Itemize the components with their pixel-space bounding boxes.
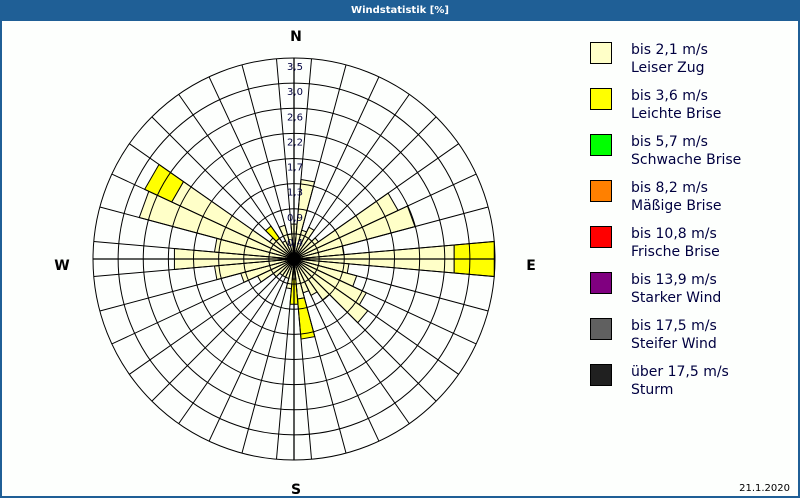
grid-spoke — [178, 94, 295, 260]
legend-label: Steifer Wind — [631, 336, 717, 352]
grid-spoke — [293, 116, 437, 260]
grid-spoke — [293, 258, 410, 424]
grid-spoke — [293, 258, 437, 402]
legend-swatch — [590, 226, 612, 248]
radial-tick-label: 0,9 — [287, 213, 303, 224]
radial-tick-label: 3,5 — [287, 62, 303, 73]
grid-spoke — [293, 258, 477, 345]
grid-spoke — [293, 258, 495, 278]
legend-item: bis 13,9 m/s Starker Wind — [588, 270, 788, 316]
legend-speed: bis 17,5 m/s — [631, 318, 717, 334]
wind-rose-chart: 0,4 0,9 1,3 1,7 2,2 2,6 3,0 3,5 N E S W — [54, 29, 536, 498]
legend-item: bis 8,2 m/s Mäßige Brise — [588, 178, 788, 224]
grid-spoke — [293, 173, 477, 260]
legend-swatch — [590, 88, 612, 110]
grid-spoke — [151, 258, 295, 402]
grid-spoke — [129, 143, 295, 260]
grid-spoke — [275, 258, 295, 460]
grid-spoke — [293, 143, 459, 260]
grid-spoke — [208, 258, 295, 442]
radial-tick-label: 2,2 — [287, 137, 303, 148]
compass-south: S — [291, 482, 301, 498]
legend-label: Sturm — [631, 382, 674, 398]
grid-spoke — [241, 258, 295, 454]
grid-spoke — [93, 240, 295, 260]
compass-north: N — [290, 29, 302, 45]
grid-spoke — [293, 206, 489, 260]
legend-item: bis 3,6 m/s Leichte Brise — [588, 86, 788, 132]
grid-spoke — [293, 258, 347, 454]
grid-spoke — [275, 58, 295, 260]
center-hub — [289, 254, 299, 264]
grid-spoke — [129, 258, 295, 375]
legend-item: bis 2,1 m/s Leiser Zug — [588, 40, 788, 86]
grid-spoke — [111, 173, 295, 260]
grid-spoke — [293, 94, 410, 260]
radial-axis-labels: 0,4 0,9 1,3 1,7 2,2 2,6 3,0 3,5 — [287, 62, 303, 249]
grid-spoke — [208, 76, 295, 260]
grid-spoke — [93, 258, 295, 278]
legend-item: bis 10,8 m/s Frische Brise — [588, 224, 788, 270]
legend-speed: über 17,5 m/s — [631, 364, 729, 380]
radial-tick-label: 0,4 — [287, 238, 303, 249]
grid-spoke — [293, 258, 489, 312]
legend-swatch — [590, 272, 612, 294]
radial-tick-label: 2,6 — [287, 112, 303, 123]
legend-swatch — [590, 42, 612, 64]
legend-swatch — [590, 318, 612, 340]
legend-swatch — [590, 180, 612, 202]
legend-speed: bis 13,9 m/s — [631, 272, 717, 288]
compass-east: E — [526, 258, 536, 274]
legend-swatch — [590, 134, 612, 156]
grid-spoke — [111, 258, 295, 345]
legend-item: bis 5,7 m/s Schwache Brise — [588, 132, 788, 178]
legend-item: bis 17,5 m/s Steifer Wind — [588, 316, 788, 362]
radial-tick-label: 3,0 — [287, 87, 303, 98]
grid-spoke — [293, 58, 313, 260]
window-title: Windstatistik [%] — [0, 0, 800, 21]
grid-spoke — [241, 64, 295, 260]
compass-west: W — [54, 258, 69, 274]
legend-label: Mäßige Brise — [631, 198, 722, 214]
grid-spoke — [178, 258, 295, 424]
grid-spoke — [293, 76, 380, 260]
legend: bis 2,1 m/s Leiser Zug bis 3,6 m/s Leichte… — [588, 40, 788, 408]
legend-speed: bis 5,7 m/s — [631, 134, 708, 150]
grid-spoke — [293, 258, 380, 442]
legend-item: über 17,5 m/s Sturm — [588, 362, 788, 408]
grid-spoke — [293, 258, 313, 460]
grid-spoke — [293, 64, 347, 260]
date-stamp: 21.1.2020 — [739, 483, 790, 494]
legend-label: Starker Wind — [631, 290, 722, 306]
legend-speed: bis 2,1 m/s — [631, 42, 708, 58]
grid-spoke — [99, 258, 295, 312]
grid-spoke — [99, 206, 295, 260]
radial-tick-label: 1,3 — [287, 188, 303, 199]
polar-grid — [92, 57, 496, 461]
legend-speed: bis 10,8 m/s — [631, 226, 717, 242]
legend-label: Leiser Zug — [631, 60, 705, 76]
grid-spoke — [293, 258, 459, 375]
radial-tick-label: 1,7 — [287, 163, 303, 174]
legend-label: Leichte Brise — [631, 106, 722, 122]
legend-label: Schwache Brise — [631, 152, 742, 168]
grid-spoke — [293, 240, 495, 260]
grid-spoke — [151, 116, 295, 260]
legend-label: Frische Brise — [631, 244, 720, 260]
legend-speed: bis 8,2 m/s — [631, 180, 708, 196]
legend-speed: bis 3,6 m/s — [631, 88, 708, 104]
legend-swatch — [590, 364, 612, 386]
